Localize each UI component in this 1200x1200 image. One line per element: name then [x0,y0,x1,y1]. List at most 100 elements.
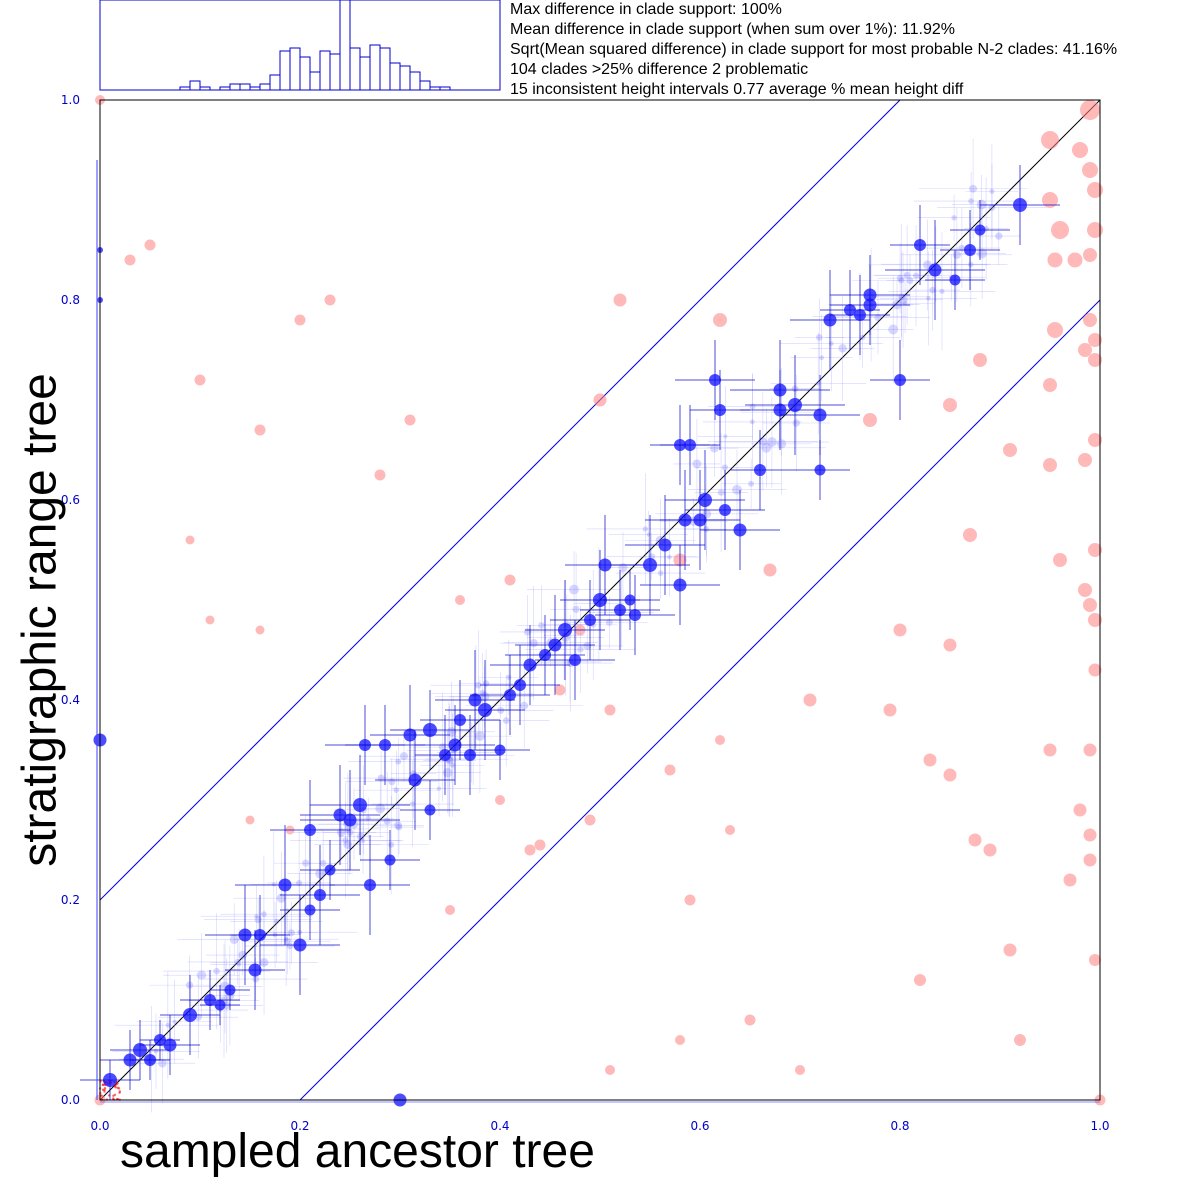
faint-point [506,674,512,680]
faint-point [449,762,455,768]
histogram-bar [239,83,251,91]
blue-point [719,504,731,516]
y-tick-label: 0.4 [61,693,80,707]
faint-point [360,838,366,843]
histogram [99,0,501,91]
blue-point [304,904,316,916]
red-point [863,413,877,427]
faint-point [939,288,945,294]
red-point [1082,162,1098,178]
faint-point [815,381,821,386]
x-axis-label: sampled ancestor tree [120,1125,595,1178]
red-point [613,293,627,307]
statistics-panel: Max difference in clade support: 100% Me… [510,0,1200,100]
faint-point [709,443,719,453]
blue-point [814,464,826,476]
axes [96,99,1101,1103]
faint-point [989,188,995,194]
faint-point [538,622,545,629]
histogram-bar [219,86,231,91]
faint-point [906,277,914,284]
blue-point [643,558,657,572]
red-point [943,638,957,652]
red-point [1089,954,1101,966]
blue-point [163,1038,177,1052]
faint-point [749,419,755,425]
red-point [803,693,817,707]
blue-point [468,693,482,707]
red-point [1051,221,1069,239]
y-tick-label: 0.6 [61,493,80,507]
red-point [943,398,957,412]
blue-point [714,404,726,416]
red-point [1088,663,1102,677]
blue-point [224,984,236,996]
blue-point [523,658,537,672]
blue-point [254,929,266,941]
faint-point [912,272,920,279]
blue-point [103,1073,117,1087]
stat-clades-count: 104 clades >25% difference 2 problematic [510,61,809,78]
blue-point [494,744,506,756]
red-point [1088,433,1102,447]
faint-point [276,893,286,903]
faint-point [529,639,538,648]
red-point [194,374,206,386]
red-point [968,833,982,847]
red-point [675,1035,685,1045]
faint-point [732,484,742,495]
histogram-bar [429,86,441,91]
faint-point [446,727,457,737]
blue-point [614,604,626,616]
blue-point [154,1034,166,1046]
red-point [445,905,455,915]
faint-point [296,879,303,887]
histogram-bar [409,71,421,91]
red-point [1088,353,1102,367]
histogram-bar [329,53,341,91]
x-tick-label: 0.0 [90,1119,109,1133]
faint-point [874,313,882,322]
faint-point [388,841,395,848]
lower-tolerance-line [299,299,1101,1101]
blue-point [514,679,526,691]
blue-point [598,558,612,572]
red-point [504,574,516,586]
faint-point [902,301,908,306]
blue-point [403,728,417,742]
faint-point [995,232,1003,240]
faint-point [838,344,847,353]
faint-point [234,958,241,966]
red-point [1072,142,1088,158]
red-point [113,1093,117,1096]
red-point [1041,131,1059,149]
faint-point [792,419,800,427]
faint-point [646,532,651,537]
faint-point [342,837,349,844]
blue-point [584,614,596,626]
histogram-bar [199,86,211,91]
histogram-bar [249,86,261,91]
red-point [1083,248,1097,262]
blue-point [353,798,367,812]
red-point [1043,378,1057,392]
faint-point [238,950,247,960]
red-point [1078,583,1092,597]
faint-point [577,646,584,653]
faint-point [969,184,978,193]
red-point [1063,873,1077,887]
blue-point [384,854,396,866]
blue-point [658,538,672,552]
blue-point [424,804,436,816]
faint-point [399,752,408,761]
faint-point [319,859,327,867]
faint-point [898,295,908,305]
faint-point [502,717,510,724]
blue-point [183,1008,197,1022]
red-point [102,1083,105,1086]
faint-point [815,334,823,341]
red-point [715,735,725,745]
blue-point [673,578,687,592]
faint-point [692,459,702,469]
blue-point [304,824,316,836]
